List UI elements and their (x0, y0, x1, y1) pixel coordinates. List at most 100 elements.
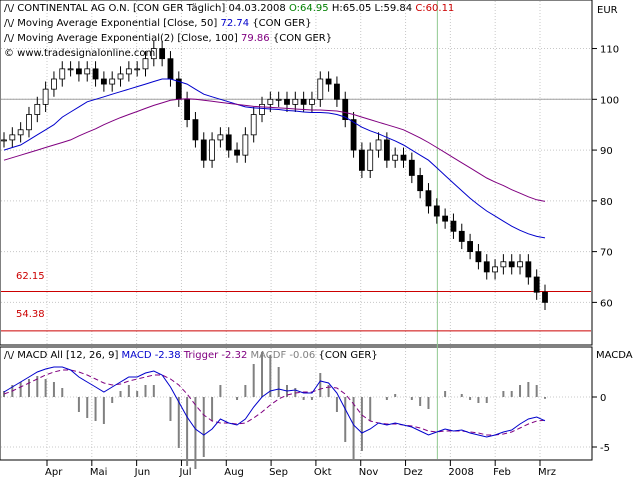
candle-up (309, 98, 315, 105)
candle-down (450, 220, 457, 232)
candle-down (467, 241, 473, 253)
candle-down (542, 291, 548, 303)
candle-down (325, 78, 332, 85)
macd-header[interactable]: /\/ MACD All [12, 26, 9] MACD -2.38 Trig… (4, 350, 378, 361)
candle-up (242, 134, 249, 156)
candle-up (517, 261, 523, 268)
header-arrow-icon: /\/ (4, 3, 15, 14)
candle-down (92, 68, 99, 80)
month-label: Aug (224, 467, 244, 478)
chart-marks (1, 40, 591, 469)
macd-panel-frame (0, 346, 593, 461)
candle-down (167, 58, 174, 80)
candle-down (483, 261, 490, 273)
candle-down (225, 134, 232, 151)
header-date: 04.03.2008 (228, 3, 286, 14)
currency-label: EUR (597, 5, 618, 16)
candle-down (442, 215, 449, 222)
candle-down (400, 154, 407, 161)
ma50-line (3, 78, 546, 239)
candle-down (159, 48, 166, 60)
candle-down (383, 139, 390, 161)
candle-down (300, 98, 307, 105)
price-tick-label: 60 (600, 298, 613, 309)
candle-up (117, 73, 124, 80)
candle-down (342, 98, 349, 121)
candle-down (433, 205, 440, 217)
candle-up (51, 78, 57, 90)
trigger-value: Trigger -2.32 (183, 350, 248, 361)
month-label: Sep (269, 467, 288, 478)
macd-tick-label: -5 (600, 443, 610, 454)
candle-up (209, 139, 215, 161)
candle-up (84, 68, 91, 75)
month-label: Apr (45, 467, 63, 478)
month-label: Feb (493, 467, 511, 478)
legend-ma50-suffix: {CON GER} (252, 18, 312, 29)
candle-up (367, 149, 374, 171)
line-icon: /\/ (4, 33, 15, 44)
level-label-upper: 62.15 (16, 271, 45, 282)
candle-up (392, 154, 399, 161)
macdf-value: MACDF -0.06 (250, 350, 316, 361)
month-label: 2008 (448, 467, 473, 478)
candle-down (525, 261, 532, 278)
macd-line (3, 366, 546, 438)
candle-up (292, 98, 299, 105)
candle-down (184, 98, 191, 121)
month-label: Mrz (538, 467, 556, 478)
candle-up (17, 129, 24, 136)
copyright: © www.tradesignalonline.com (4, 48, 156, 59)
candle-down (533, 276, 540, 293)
legend-ma100-suffix: {CON GER} (272, 33, 333, 44)
candle-down (425, 190, 432, 207)
candle-up (259, 103, 265, 115)
candle-up (150, 48, 157, 60)
candle-up (42, 88, 49, 105)
header-high: H:65.05 (331, 3, 372, 14)
legend-ma100[interactable]: /\/ Moving Average Exponential(2) [Close… (4, 33, 332, 44)
candle-down (475, 251, 482, 263)
month-label: Okt (314, 467, 332, 478)
candle-down (334, 83, 340, 100)
macd-value: MACD -2.38 (121, 350, 181, 361)
candle-down (358, 149, 365, 171)
ma100-line (3, 98, 546, 202)
month-label: Jul (178, 467, 191, 478)
candle-up (375, 139, 382, 151)
month-label: Dez (404, 467, 423, 478)
price-panel-frame (0, 0, 593, 346)
price-tick-label: 70 (600, 248, 613, 259)
chart-header: /\/ CONTINENTAL AG O.N. [CON GER Täglich… (4, 3, 454, 14)
price-tick-label: 90 (600, 146, 613, 157)
price-tick-label: 80 (600, 197, 613, 208)
legend-ma100-text: Moving Average Exponential(2) [Close, 10… (17, 33, 238, 44)
candle-down (417, 175, 424, 192)
price-tick-label: 110 (600, 45, 619, 56)
macd-tick-label: 0 (600, 393, 606, 404)
line-icon: /\/ (4, 350, 15, 361)
month-label: Nov (359, 467, 379, 478)
header-close: C:60.11 (415, 3, 455, 14)
month-label: Jun (134, 467, 151, 478)
candle-down (200, 139, 207, 161)
level-label-lower: 54.38 (16, 309, 45, 320)
legend-ma50[interactable]: /\/ Moving Average Exponential [Close, 5… (4, 18, 312, 29)
candle-up (217, 134, 224, 141)
candle-up (59, 68, 66, 80)
candle-up (67, 68, 74, 71)
header-symbol: CONTINENTAL AG O.N. [CON GER Täglich] (17, 3, 226, 14)
candle-down (458, 230, 465, 242)
candle-up (34, 103, 41, 115)
month-label: Mai (90, 467, 108, 478)
candle-down (284, 98, 290, 105)
candle-up (109, 78, 116, 85)
candle-up (125, 68, 132, 75)
macd-title: MACD All [12, 26, 9] (17, 350, 119, 361)
candle-up (275, 98, 282, 101)
header-low: L:59.84 (374, 3, 413, 14)
candle-up (1, 139, 7, 142)
candle-up (267, 98, 274, 105)
